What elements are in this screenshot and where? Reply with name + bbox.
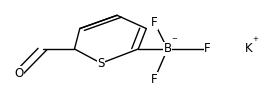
Text: −: − xyxy=(171,36,177,42)
Text: B: B xyxy=(164,42,172,55)
Text: F: F xyxy=(151,73,157,86)
Text: S: S xyxy=(97,57,105,70)
Text: K: K xyxy=(245,42,252,55)
Text: O: O xyxy=(14,67,23,80)
Text: F: F xyxy=(151,16,157,29)
Text: +: + xyxy=(252,36,258,42)
Text: F: F xyxy=(204,42,211,55)
